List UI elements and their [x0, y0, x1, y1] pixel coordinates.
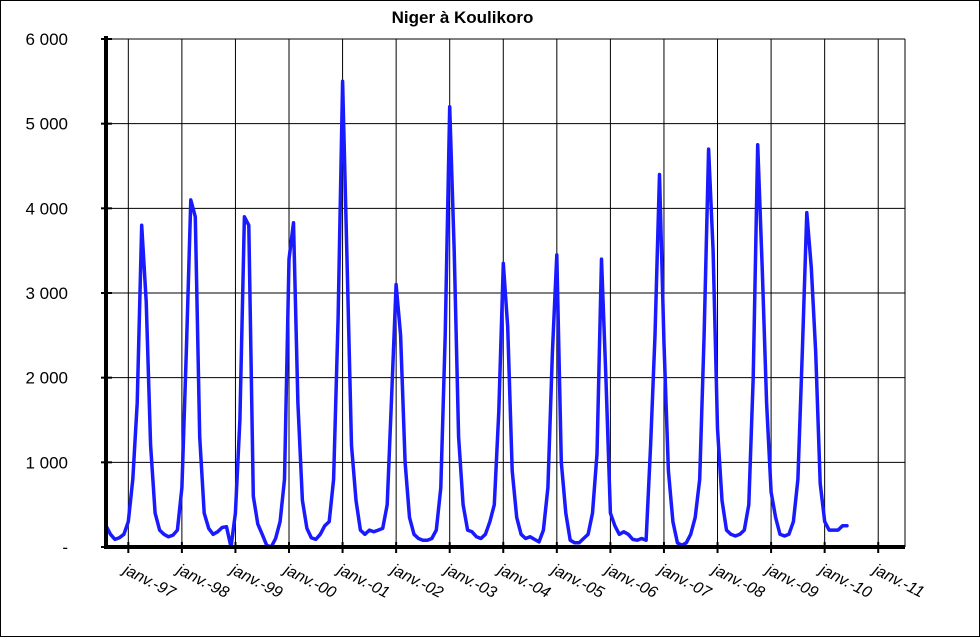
x-tick-label: janv.-08: [708, 561, 767, 602]
series-layer: [104, 79, 849, 549]
y-axis-ticks: - 1 000 2 000 3 000 4 000 5 000 6 000: [25, 30, 68, 557]
y-tick-label: 6 000: [25, 30, 68, 49]
x-axis-ticks: janv.-97janv.-98janv.-99janv.-00janv.-01…: [119, 561, 927, 603]
x-tick-label: janv.-09: [761, 561, 820, 602]
y-tick-label: 4 000: [25, 199, 68, 218]
chart-title: Niger à Koulikoro: [391, 8, 534, 27]
x-tick-label: janv.-04: [494, 561, 553, 602]
x-tick-label: janv.-05: [547, 561, 606, 602]
x-tick-label: janv.-00: [279, 561, 338, 602]
series-line: [104, 79, 849, 549]
y-tick-label: -: [62, 538, 68, 557]
x-tick-label: janv.-01: [333, 561, 392, 602]
y-tick-label: 2 000: [25, 369, 68, 388]
x-tick-label: janv.-07: [654, 561, 714, 603]
x-tick-label: janv.-06: [601, 561, 660, 602]
x-tick-label: janv.-99: [226, 561, 285, 602]
axes: [101, 36, 905, 553]
x-tick-label: janv.-10: [815, 561, 874, 602]
x-tick-label: janv.-11: [869, 561, 927, 602]
y-tick-label: 1 000: [25, 453, 68, 472]
x-tick-label: janv.-03: [440, 561, 499, 602]
x-tick-label: janv.-98: [172, 561, 231, 602]
x-tick-label: janv.-97: [119, 561, 179, 603]
y-tick-label: 3 000: [25, 284, 68, 303]
y-tick-label: 5 000: [25, 115, 68, 134]
x-tick-label: janv.-02: [387, 561, 446, 602]
